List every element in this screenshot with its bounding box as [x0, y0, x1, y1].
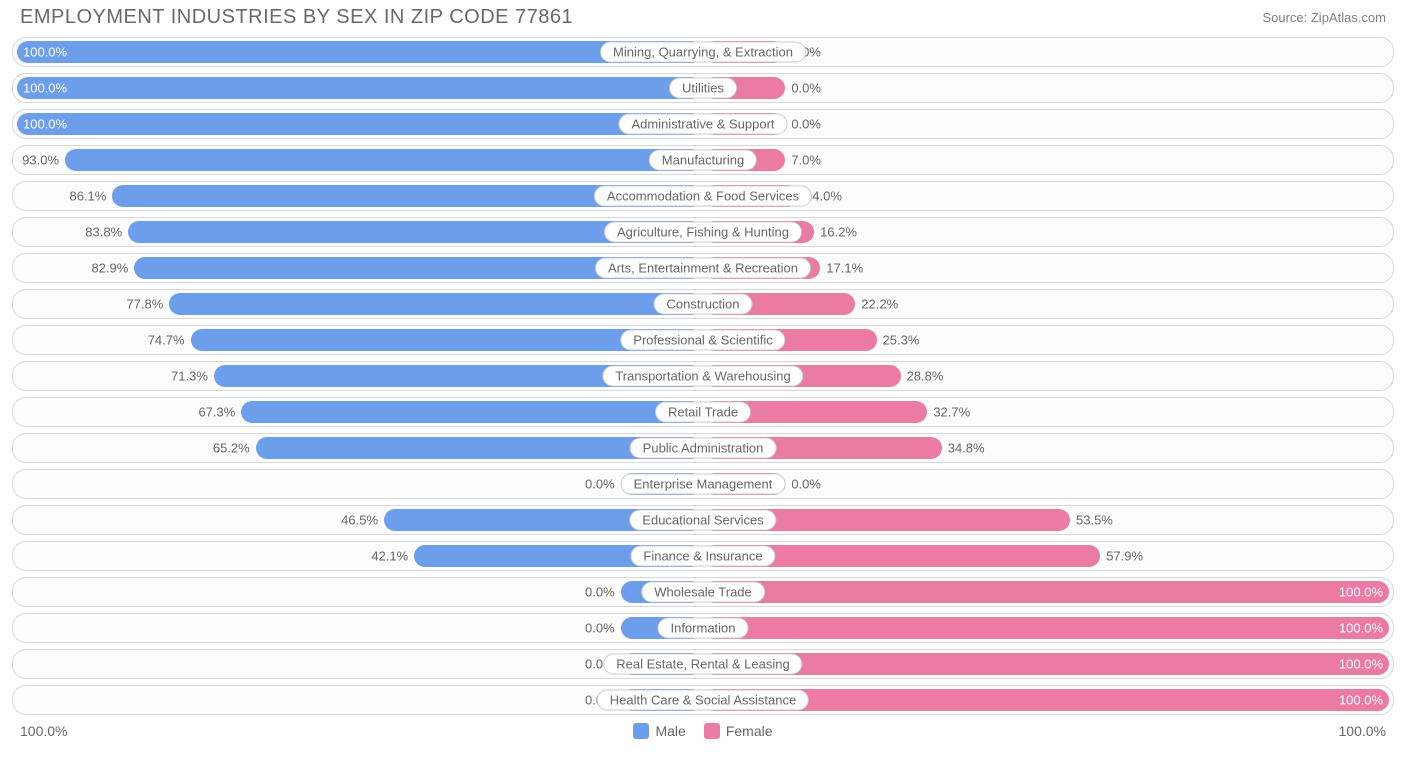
female-pct-label: 0.0% [791, 477, 821, 492]
legend-female-label: Female [726, 723, 773, 739]
chart-row: 74.7% 25.3% Professional & Scientific [12, 325, 1394, 355]
axis-right-label: 100.0% [931, 723, 1386, 739]
category-label: Information [657, 618, 748, 639]
chart-row: 71.3% 28.8% Transportation & Warehousing [12, 361, 1394, 391]
female-pct-label: 53.5% [1076, 513, 1113, 528]
chart-header: EMPLOYMENT INDUSTRIES BY SEX IN ZIP CODE… [0, 0, 1406, 31]
female-pct-label: 28.8% [907, 369, 944, 384]
male-pct-label: 0.0% [585, 477, 615, 492]
chart-row: 77.8% 22.2% Construction [12, 289, 1394, 319]
legend-male: Male [633, 723, 685, 739]
female-pct-label: 32.7% [933, 405, 970, 420]
male-pct-label: 100.0% [23, 45, 67, 60]
chart-row: 93.0% 7.0% Manufacturing [12, 145, 1394, 175]
category-label: Manufacturing [649, 150, 757, 171]
female-pct-label: 100.0% [1339, 693, 1383, 708]
female-pct-label: 57.9% [1106, 549, 1143, 564]
female-bar [703, 581, 1389, 603]
female-pct-label: 0.0% [791, 117, 821, 132]
category-label: Accommodation & Food Services [594, 186, 812, 207]
category-label: Finance & Insurance [630, 546, 775, 567]
male-pct-label: 100.0% [23, 117, 67, 132]
chart-row: 82.9% 17.1% Arts, Entertainment & Recreati… [12, 253, 1394, 283]
chart-row: 86.1%14.0%Accommodation & Food Services [12, 181, 1394, 211]
chart-row: 100.0% 0.0% Administrative & Support [12, 109, 1394, 139]
male-pct-label: 0.0% [585, 585, 615, 600]
category-label: Retail Trade [655, 402, 751, 423]
male-bar [169, 293, 703, 315]
male-pct-label: 0.0% [585, 621, 615, 636]
chart-row: 0.0% 100.0% Information [12, 613, 1394, 643]
female-pct-label: 100.0% [1339, 621, 1383, 636]
chart-row: 46.5% 53.5% Educational Services [12, 505, 1394, 535]
male-pct-label: 67.3% [198, 405, 235, 420]
chart-title: EMPLOYMENT INDUSTRIES BY SEX IN ZIP CODE… [20, 6, 573, 29]
legend-male-swatch [633, 723, 649, 739]
category-label: Wholesale Trade [641, 582, 765, 603]
female-pct-label: 0.0% [791, 81, 821, 96]
male-pct-label: 71.3% [171, 369, 208, 384]
male-pct-label: 82.9% [91, 261, 128, 276]
axis-left-label: 100.0% [20, 723, 475, 739]
category-label: Construction [654, 294, 753, 315]
legend: Male Female [475, 723, 930, 739]
male-pct-label: 77.8% [126, 297, 163, 312]
category-label: Arts, Entertainment & Recreation [595, 258, 811, 279]
male-bar [65, 149, 703, 171]
female-pct-label: 16.2% [820, 225, 857, 240]
category-label: Enterprise Management [621, 474, 786, 495]
female-pct-label: 25.3% [883, 333, 920, 348]
female-pct-label: 100.0% [1339, 585, 1383, 600]
male-pct-label: 86.1% [69, 189, 106, 204]
female-pct-label: 34.8% [948, 441, 985, 456]
legend-male-label: Male [655, 723, 685, 739]
category-label: Agriculture, Fishing & Hunting [604, 222, 802, 243]
male-pct-label: 42.1% [371, 549, 408, 564]
category-label: Public Administration [630, 438, 777, 459]
chart-row: 100.0%0.0%Mining, Quarrying, & Extractio… [12, 37, 1394, 67]
category-label: Transportation & Warehousing [602, 366, 803, 387]
chart-row: 0.0% 0.0% Enterprise Management [12, 469, 1394, 499]
category-label: Professional & Scientific [620, 330, 785, 351]
category-label: Mining, Quarrying, & Extraction [600, 42, 806, 63]
category-label: Administrative & Support [618, 114, 787, 135]
female-pct-label: 100.0% [1339, 657, 1383, 672]
male-bar [17, 113, 703, 135]
chart-body: 100.0% 0.0% Mining, Quarrying, & Extractio… [0, 31, 1406, 715]
male-pct-label: 93.0% [22, 153, 59, 168]
category-label: Real Estate, Rental & Leasing [603, 654, 802, 675]
chart-row: 0.0%100.0%Health Care & Social Assistanc… [12, 685, 1394, 715]
chart-footer: 100.0% Male Female 100.0% [0, 721, 1406, 747]
chart-row: 100.0% 0.0% Utilities [12, 73, 1394, 103]
category-label: Educational Services [629, 510, 776, 531]
chart-row: 67.3% 32.7% Retail Trade [12, 397, 1394, 427]
male-pct-label: 83.8% [85, 225, 122, 240]
chart-row: 0.0% 100.0% Wholesale Trade [12, 577, 1394, 607]
male-bar [17, 77, 703, 99]
chart-row: 83.8% 16.2% Agriculture, Fishing & Hunting [12, 217, 1394, 247]
category-label: Health Care & Social Assistance [597, 690, 809, 711]
legend-female: Female [704, 723, 773, 739]
female-pct-label: 17.1% [826, 261, 863, 276]
category-label: Utilities [669, 78, 737, 99]
chart-row: 65.2% 34.8% Public Administration [12, 433, 1394, 463]
chart-row: 42.1% 57.9% Finance & Insurance [12, 541, 1394, 571]
legend-female-swatch [704, 723, 720, 739]
chart-row: 0.0%100.0%Real Estate, Rental & Leasing [12, 649, 1394, 679]
male-pct-label: 100.0% [23, 81, 67, 96]
female-pct-label: 7.0% [791, 153, 821, 168]
female-bar [703, 653, 1389, 675]
male-bar [241, 401, 703, 423]
male-pct-label: 46.5% [341, 513, 378, 528]
male-pct-label: 65.2% [213, 441, 250, 456]
female-bar [703, 617, 1389, 639]
chart-source: Source: ZipAtlas.com [1262, 10, 1386, 25]
male-pct-label: 74.7% [148, 333, 185, 348]
female-pct-label: 22.2% [861, 297, 898, 312]
